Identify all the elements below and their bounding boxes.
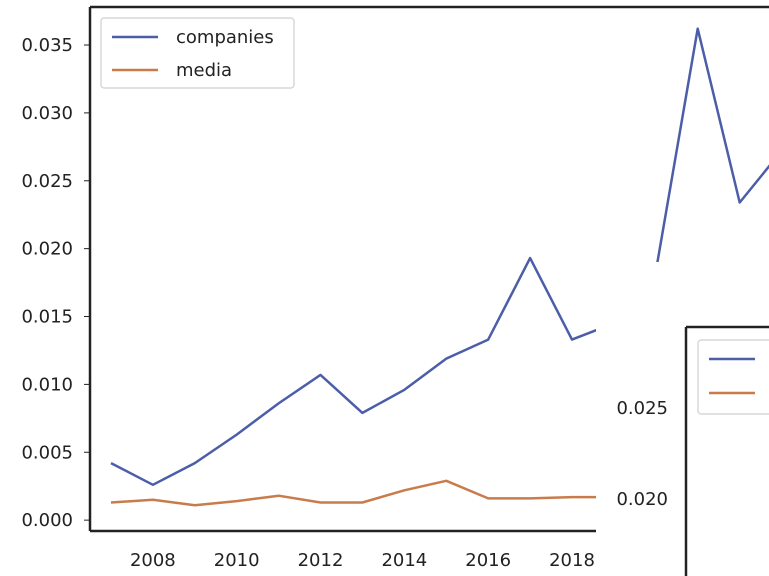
ytick-label-0: 0.000: [21, 510, 73, 531]
legend-label-media: media: [176, 60, 232, 81]
xtick-label-4: 2016: [465, 550, 511, 571]
xtick-label-5: 2018: [549, 550, 595, 571]
ytick-label-3: 0.015: [21, 307, 73, 328]
legend: companies media: [100, 17, 295, 89]
ytick-label-6: 0.030: [21, 103, 73, 124]
overlay-panel: 0.025 0.020: [596, 262, 769, 576]
xtick-label-1: 2010: [214, 550, 260, 571]
legend-label-companies: companies: [176, 27, 274, 48]
xtick-label-2: 2012: [298, 550, 344, 571]
series-lines: [110, 27, 769, 507]
ytick-label-5: 0.025: [21, 171, 73, 192]
ytick-label-2: 0.010: [21, 374, 73, 395]
overlay-ytick-label-0: 0.025: [616, 398, 668, 419]
ytick-label-1: 0.005: [21, 442, 73, 463]
ytick-label-7: 0.035: [21, 35, 73, 56]
xtick-label-3: 2014: [381, 550, 427, 571]
series-line-companies: [110, 27, 769, 487]
overlay-legend-box: [697, 339, 769, 415]
y-tick-labels: 0.000 0.005 0.010 0.015 0.020 0.025 0.030 0.035: [21, 35, 90, 531]
xtick-label-0: 2008: [130, 550, 176, 571]
overlay-panel-upper-cover: [596, 262, 769, 327]
series-line-media: [110, 479, 614, 507]
overlay-ytick-label-1: 0.020: [616, 489, 668, 510]
main-plot-frame: [88, 5, 769, 533]
ytick-label-4: 0.020: [21, 239, 73, 260]
x-tick-labels: 2008 2010 2012 2014 2016 2018: [130, 550, 595, 571]
